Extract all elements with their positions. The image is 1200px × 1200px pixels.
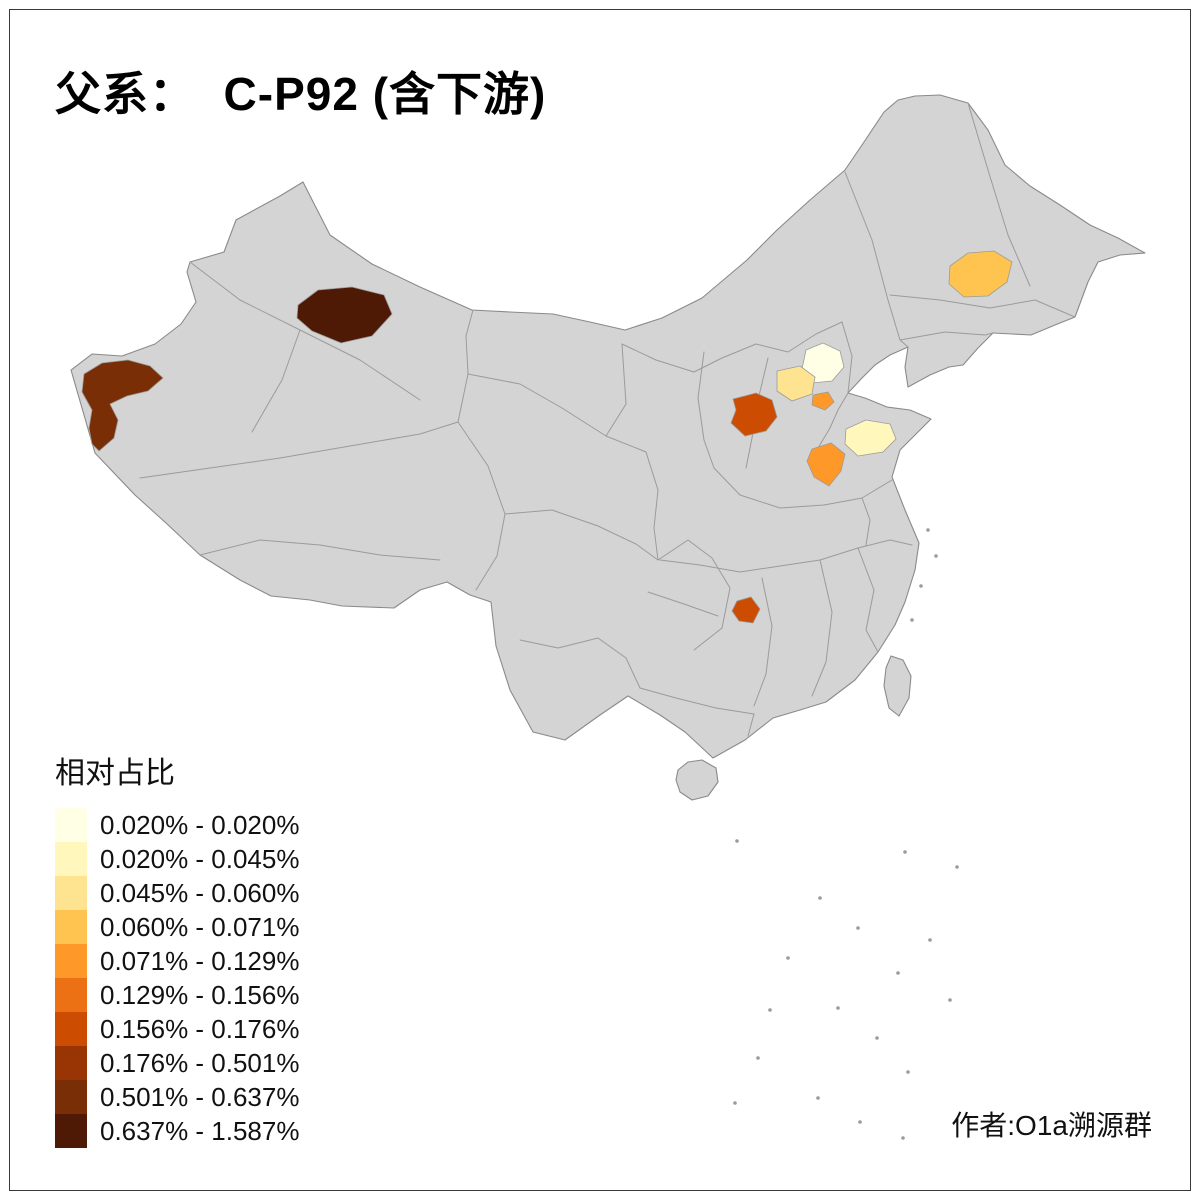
legend-bin-label: 0.020% - 0.020% — [100, 809, 300, 840]
highlighted-regions — [81, 250, 1013, 624]
legend-swatch — [55, 808, 87, 842]
mainland-shape — [70, 94, 1146, 759]
legend-row: 0.129% - 0.156% — [55, 978, 299, 1012]
region-hebei-central — [811, 391, 835, 411]
legend-bin-label: 0.156% - 0.176% — [100, 1013, 300, 1044]
region-heilongjiang — [948, 250, 1013, 298]
legend-row: 0.501% - 0.637% — [55, 1080, 299, 1114]
taiwan-island — [883, 655, 912, 717]
legend-swatch — [55, 978, 87, 1012]
legend-bin-label: 0.020% - 0.045% — [100, 843, 300, 874]
region-shandong — [844, 419, 897, 457]
legend-swatch — [55, 1114, 87, 1148]
plot-title: 父系： C-P92 (含下游) — [55, 68, 547, 120]
province-borders — [139, 102, 1076, 737]
legend-swatch — [55, 876, 87, 910]
legend-bin-label: 0.176% - 0.501% — [100, 1047, 300, 1078]
legend-row: 0.020% - 0.045% — [55, 842, 299, 876]
legend-row: 0.176% - 0.501% — [55, 1046, 299, 1080]
region-west-xinjiang — [81, 359, 164, 452]
legend-swatch — [55, 910, 87, 944]
region-shanxi — [730, 392, 778, 437]
legend-swatch — [55, 1012, 87, 1046]
legend-swatch — [55, 1080, 87, 1114]
region-hunan — [731, 596, 761, 624]
legend-bin-label: 0.129% - 0.156% — [100, 979, 300, 1010]
legend-row: 0.156% - 0.176% — [55, 1012, 299, 1046]
region-north-xinjiang — [296, 286, 393, 344]
legend-title: 相对占比 — [55, 757, 175, 790]
legend-row: 0.045% - 0.060% — [55, 876, 299, 910]
legend-bin-label: 0.071% - 0.129% — [100, 945, 300, 976]
hainan-island — [675, 759, 719, 801]
legend-bin-label: 0.060% - 0.071% — [100, 911, 300, 942]
legend-swatch — [55, 842, 87, 876]
sea-islets — [733, 528, 959, 1140]
legend-row: 0.020% - 0.020% — [55, 808, 299, 842]
credit-text: 作者:O1a溯源群 — [951, 1110, 1152, 1141]
legend-row: 0.060% - 0.071% — [55, 910, 299, 944]
legend-row: 0.637% - 1.587% — [55, 1114, 299, 1148]
legend-bin-label: 0.045% - 0.060% — [100, 877, 300, 908]
legend-bin-label: 0.637% - 1.587% — [100, 1115, 300, 1146]
legend-bin-label: 0.501% - 0.637% — [100, 1081, 300, 1112]
region-south-shandong — [806, 442, 846, 487]
region-hebei-west — [776, 365, 816, 402]
legend-swatch — [55, 1046, 87, 1080]
legend: 相对占比 0.020% - 0.020% 0.020% - 0.045% 0.045… — [55, 748, 299, 1148]
legend-rows: 0.020% - 0.020% 0.020% - 0.045% 0.045% - 0… — [55, 808, 299, 1148]
legend-row: 0.071% - 0.129% — [55, 944, 299, 978]
legend-swatch — [55, 944, 87, 978]
